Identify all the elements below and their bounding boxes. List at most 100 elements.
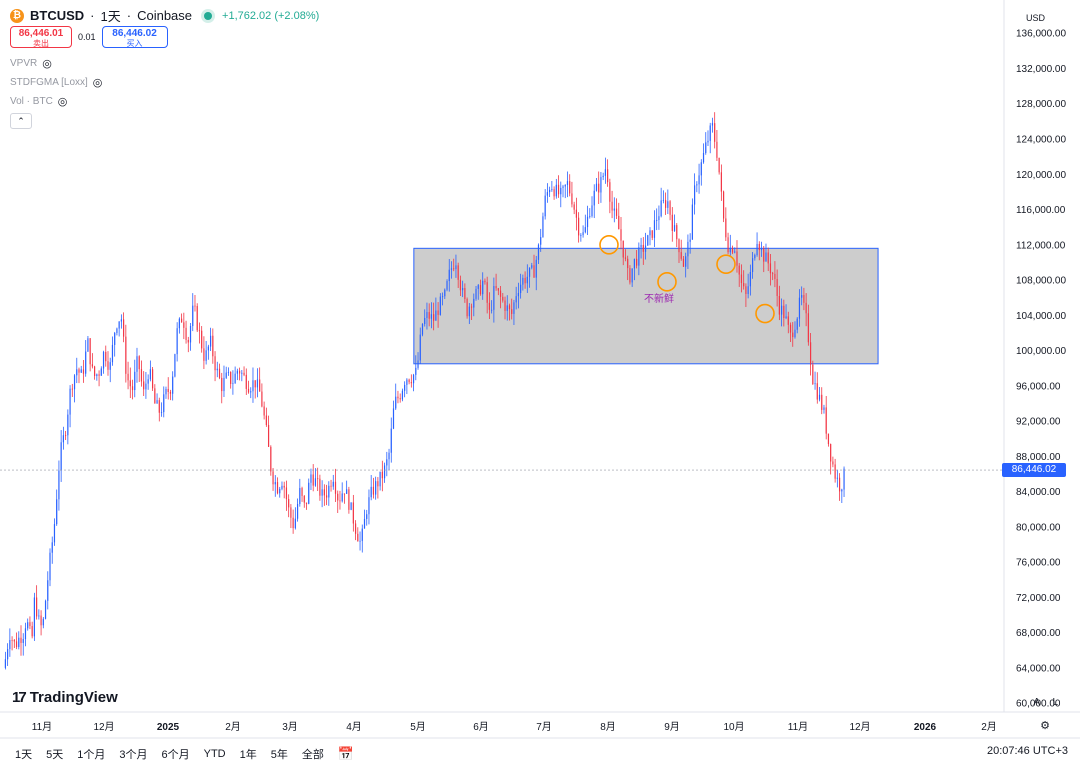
eye-hidden-icon[interactable]: ◎ [92,77,103,89]
interval-label[interactable]: 1天 [100,9,121,24]
candle-body [114,332,116,345]
candle-body [172,376,174,394]
candle-body [644,245,647,252]
candle-body [441,296,444,298]
candle-body [805,302,807,314]
x-tick-label: 8月 [600,721,616,733]
range-ytd[interactable]: YTD [203,747,226,760]
indicator-vpvr[interactable]: VPVR ◎ [10,57,52,70]
eye-hidden-icon[interactable]: ◎ [57,96,68,108]
candle-body [673,225,676,231]
candle-body [94,366,96,377]
candle-body [459,279,462,291]
resistance-zone [413,247,879,365]
candle-body [769,263,772,274]
candle-body [44,600,47,619]
collapse-legend-button[interactable]: ⌃ [10,113,32,129]
candle-body [67,414,69,436]
range-1m[interactable]: 1个月 [77,748,106,761]
candle-body [711,123,714,126]
candle-body [252,380,254,392]
candle-body [743,283,745,287]
candle-body [91,364,93,367]
candle-body [749,272,751,287]
candle-body [622,240,624,258]
candle-body [435,310,437,321]
chart-annotation[interactable]: 不新鲜 [644,294,674,305]
candle-body [778,296,780,315]
candle-body [109,362,111,370]
log-scale-button[interactable]: L [1052,697,1058,708]
range-all[interactable]: 全部 [301,748,324,761]
y-tick-label: 108,000.00 [1016,276,1066,287]
candle-body [760,248,763,251]
candle-body [214,356,216,371]
candle-body [772,273,774,275]
candle-body [357,533,359,542]
candle-body [105,351,107,362]
indicator-stdfgma[interactable]: STDFGMA [Loxx] ◎ [10,76,102,89]
y-tick-label: 64,000.00 [1016,663,1061,674]
last-price-tag: 86,446.02 [1002,463,1066,478]
candle-body [341,493,343,502]
candle-body [321,489,323,496]
candle-body [296,504,299,519]
candle-body [160,412,163,413]
range-5y[interactable]: 5年 [270,748,288,761]
candle-body [401,390,404,400]
buy-button[interactable]: 86,446.02 买入 [101,26,168,48]
candle-body [49,552,51,581]
candle-body [801,295,803,298]
candle-body [723,191,725,219]
candle-body [317,478,319,480]
candle-body [111,344,114,363]
auto-scale-button[interactable]: A [1033,697,1040,708]
settings-icon[interactable]: ⚙ [1040,720,1050,732]
candle-body [125,336,127,374]
candle-body [765,252,767,262]
candle-body [165,388,167,395]
candle-body [11,640,13,641]
candle-body [609,182,611,202]
candle-body [346,489,348,494]
candle-body [582,232,584,236]
candle-body [328,485,330,498]
candle-body [660,200,662,217]
candle-body [158,400,160,413]
range-5d[interactable]: 5天 [46,748,64,761]
symbol-name[interactable]: BTCUSD [30,8,85,23]
candle-body [836,477,838,479]
candle-body [604,169,606,176]
candle-body [564,184,566,187]
clock-display[interactable]: 20:07:46 UTC+3 [986,745,1068,757]
candle-body [466,299,468,317]
tradingview-logo[interactable]: 17 TradingView [12,689,118,706]
indicator-label: Vol · BTC [10,96,53,107]
candle-body [825,407,827,434]
candle-body [20,637,22,643]
candle-body [479,285,482,295]
candle-body [399,398,401,400]
candle-body [227,371,230,373]
currency-selector[interactable]: USD [1026,13,1046,23]
candle-body [140,369,143,382]
range-3m[interactable]: 3个月 [119,748,148,761]
candle-body [727,237,729,253]
range-1d[interactable]: 1天 [15,748,33,761]
candle-body [611,201,613,211]
indicator-volume[interactable]: Vol · BTC ◎ [10,95,67,108]
candle-body [531,265,533,268]
range-1y[interactable]: 1年 [239,748,257,761]
candle-body [254,380,256,388]
candle-body [60,442,62,471]
candle-body [560,187,562,195]
eye-hidden-icon[interactable]: ◎ [42,58,52,70]
sell-button[interactable]: 86,446.01 卖出 [10,26,72,48]
calendar-icon[interactable]: 📅 [337,745,355,761]
candle-body [573,204,575,210]
range-6m[interactable]: 6个月 [161,748,190,761]
candle-body [116,328,118,333]
candle-body [787,316,789,325]
candle-body [830,444,832,462]
